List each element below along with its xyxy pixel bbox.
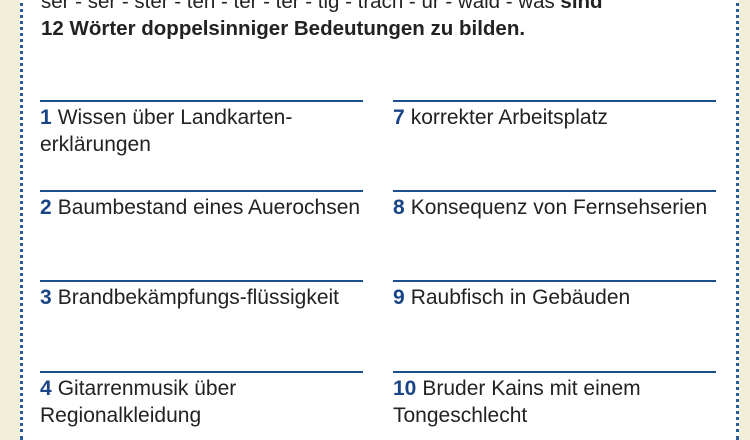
clue-2: 2 Baumbestand eines Auerochsen [40, 190, 363, 221]
clue-4: 4 Gitarrenmusik über Regionalkleidung [40, 371, 363, 429]
clue-number: 3 [40, 286, 52, 309]
clue-number: 4 [40, 377, 52, 400]
clue-text: Konsequenz von Fernsehserien [410, 196, 708, 219]
clue-number: 10 [393, 377, 417, 400]
clue-text: Wissen über Landkarten-erklärungen [40, 106, 293, 156]
clue-number: 7 [393, 106, 405, 129]
clue-3: 3 Brandbekämpfungs-flüssigkeit [40, 280, 363, 311]
clue-text: Brandbekämpfungs-flüssigkeit [57, 286, 340, 309]
clue-text: korrekter Arbeitsplatz [410, 106, 608, 129]
clue-number: 9 [393, 286, 405, 309]
clue-1: 1 Wissen über Landkarten-erklärungen [40, 100, 363, 158]
clue-text: Raubfisch in Gebäuden [410, 286, 631, 309]
clue-text: Baumbestand eines Auerochsen [57, 196, 361, 219]
instructions-text: ser - ser - ster - ten - ter - ter - tig… [41, 0, 731, 42]
syllable-list: ser - ser - ster - ten - ter - ter - tig… [41, 0, 561, 13]
clue-text: Gitarrenmusik über Regionalkleidung [40, 377, 237, 427]
clue-10: 10 Bruder Kains mit einem Tongeschlecht [393, 371, 716, 429]
clue-number: 1 [40, 106, 52, 129]
clue-8: 8 Konsequenz von Fernsehserien [393, 190, 716, 221]
instructions-bold-2: 12 Wörter doppelsinniger Bedeutungen zu … [41, 17, 526, 40]
clue-9: 9 Raubfisch in Gebäuden [393, 280, 716, 311]
worksheet-panel [20, 0, 739, 440]
instructions-bold-1: sind [560, 0, 603, 13]
clue-text: Bruder Kains mit einem Tongeschlecht [393, 377, 641, 427]
clue-number: 8 [393, 196, 405, 219]
clue-number: 2 [40, 196, 52, 219]
clue-7: 7 korrekter Arbeitsplatz [393, 100, 716, 131]
